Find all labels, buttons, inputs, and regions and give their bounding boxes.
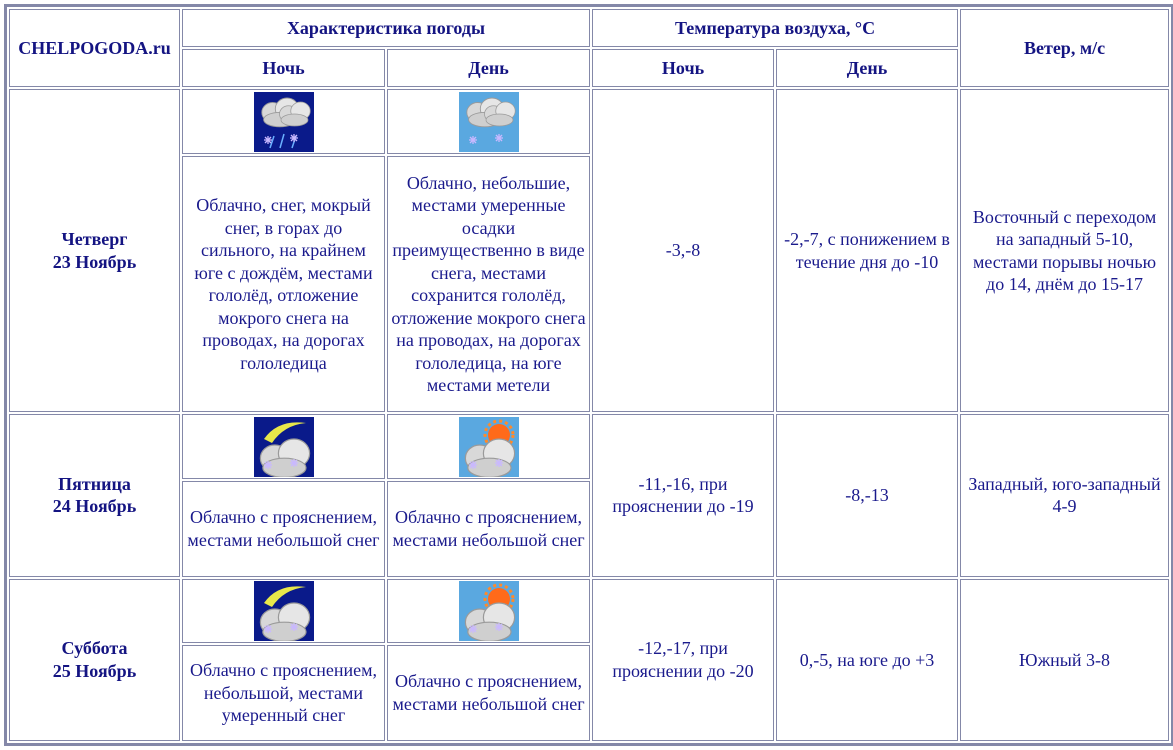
weather-night-header: Ночь xyxy=(182,49,385,88)
day-cell: Пятница 24 Ноябрь xyxy=(9,414,180,577)
date: 24 Ноябрь xyxy=(52,496,137,517)
forecast-row: Суббота 25 Ноябрь -12,-17, при прояснени… xyxy=(9,578,1170,741)
day-icon-cell xyxy=(387,578,591,643)
day-icon-cell xyxy=(387,89,591,155)
night-description: Облачно с прояснением, местами небольшой… xyxy=(182,481,385,577)
night-description: Облачно с прояснением, небольшой, местам… xyxy=(182,644,385,741)
date: 25 Ноябрь xyxy=(52,660,137,681)
wind: Западный, юго-западный 4-9 xyxy=(960,414,1170,577)
weekday: Пятница xyxy=(58,473,131,494)
wind: Восточный с переходом на западный 5-10, … xyxy=(960,89,1170,413)
night-moon-cloud-snow-icon xyxy=(253,416,314,477)
temp-day: -2,-7, с понижением в течение дня до -10 xyxy=(776,89,959,413)
temp-night-header: Ночь xyxy=(592,49,775,88)
temp-night: -12,-17, при прояснении до -20 xyxy=(592,578,775,741)
weather-header: Характеристика погоды xyxy=(182,9,591,48)
temp-day-header: День xyxy=(776,49,959,88)
day-cloud-snow-icon xyxy=(458,91,519,152)
forecast-row: Пятница 24 Ноябрь -11,-16, при прояснени… xyxy=(9,414,1170,577)
weekday: Четверг xyxy=(61,229,128,250)
night-description: Облачно, снег, мокрый снег, в горах до с… xyxy=(182,156,385,413)
day-sun-cloud-snow-icon xyxy=(458,580,519,641)
temperature-header: Температура воздуха, °C xyxy=(592,9,959,48)
day-description: Облачно с прояснением, местами небольшой… xyxy=(387,481,591,577)
day-sun-cloud-snow-icon xyxy=(458,416,519,477)
day-cell: Суббота 25 Ноябрь xyxy=(9,578,180,741)
day-description: Облачно, небольшие, местами умеренные ос… xyxy=(387,156,591,413)
night-icon-cell xyxy=(182,414,385,480)
night-cloud-sleet-icon xyxy=(253,91,314,152)
day-cell: Четверг 23 Ноябрь xyxy=(9,89,180,413)
temp-night: -11,-16, при прояснении до -19 xyxy=(592,414,775,577)
night-icon-cell xyxy=(182,578,385,643)
forecast-row: Четверг 23 Ноябрь -3,-8 -2,-7, с понижен… xyxy=(9,89,1170,413)
day-icon-cell xyxy=(387,414,591,480)
temp-day: -8,-13 xyxy=(776,414,959,577)
wind: Южный 3-8 xyxy=(960,578,1170,741)
night-moon-cloud-snow-icon xyxy=(253,580,314,641)
site-name: CHELPOGODA.ru xyxy=(9,9,180,88)
date: 23 Ноябрь xyxy=(52,251,137,272)
night-icon-cell xyxy=(182,89,385,155)
weather-day-header: День xyxy=(387,49,591,88)
wind-header: Ветер, м/с xyxy=(960,9,1170,88)
temp-day: 0,-5, на юге до +3 xyxy=(776,578,959,741)
day-description: Облачно с прояснением, местами небольшой… xyxy=(387,644,591,741)
forecast-table: CHELPOGODA.ru Характеристика погоды Темп… xyxy=(4,4,1173,746)
temp-night: -3,-8 xyxy=(592,89,775,413)
weekday: Суббота xyxy=(61,638,128,659)
